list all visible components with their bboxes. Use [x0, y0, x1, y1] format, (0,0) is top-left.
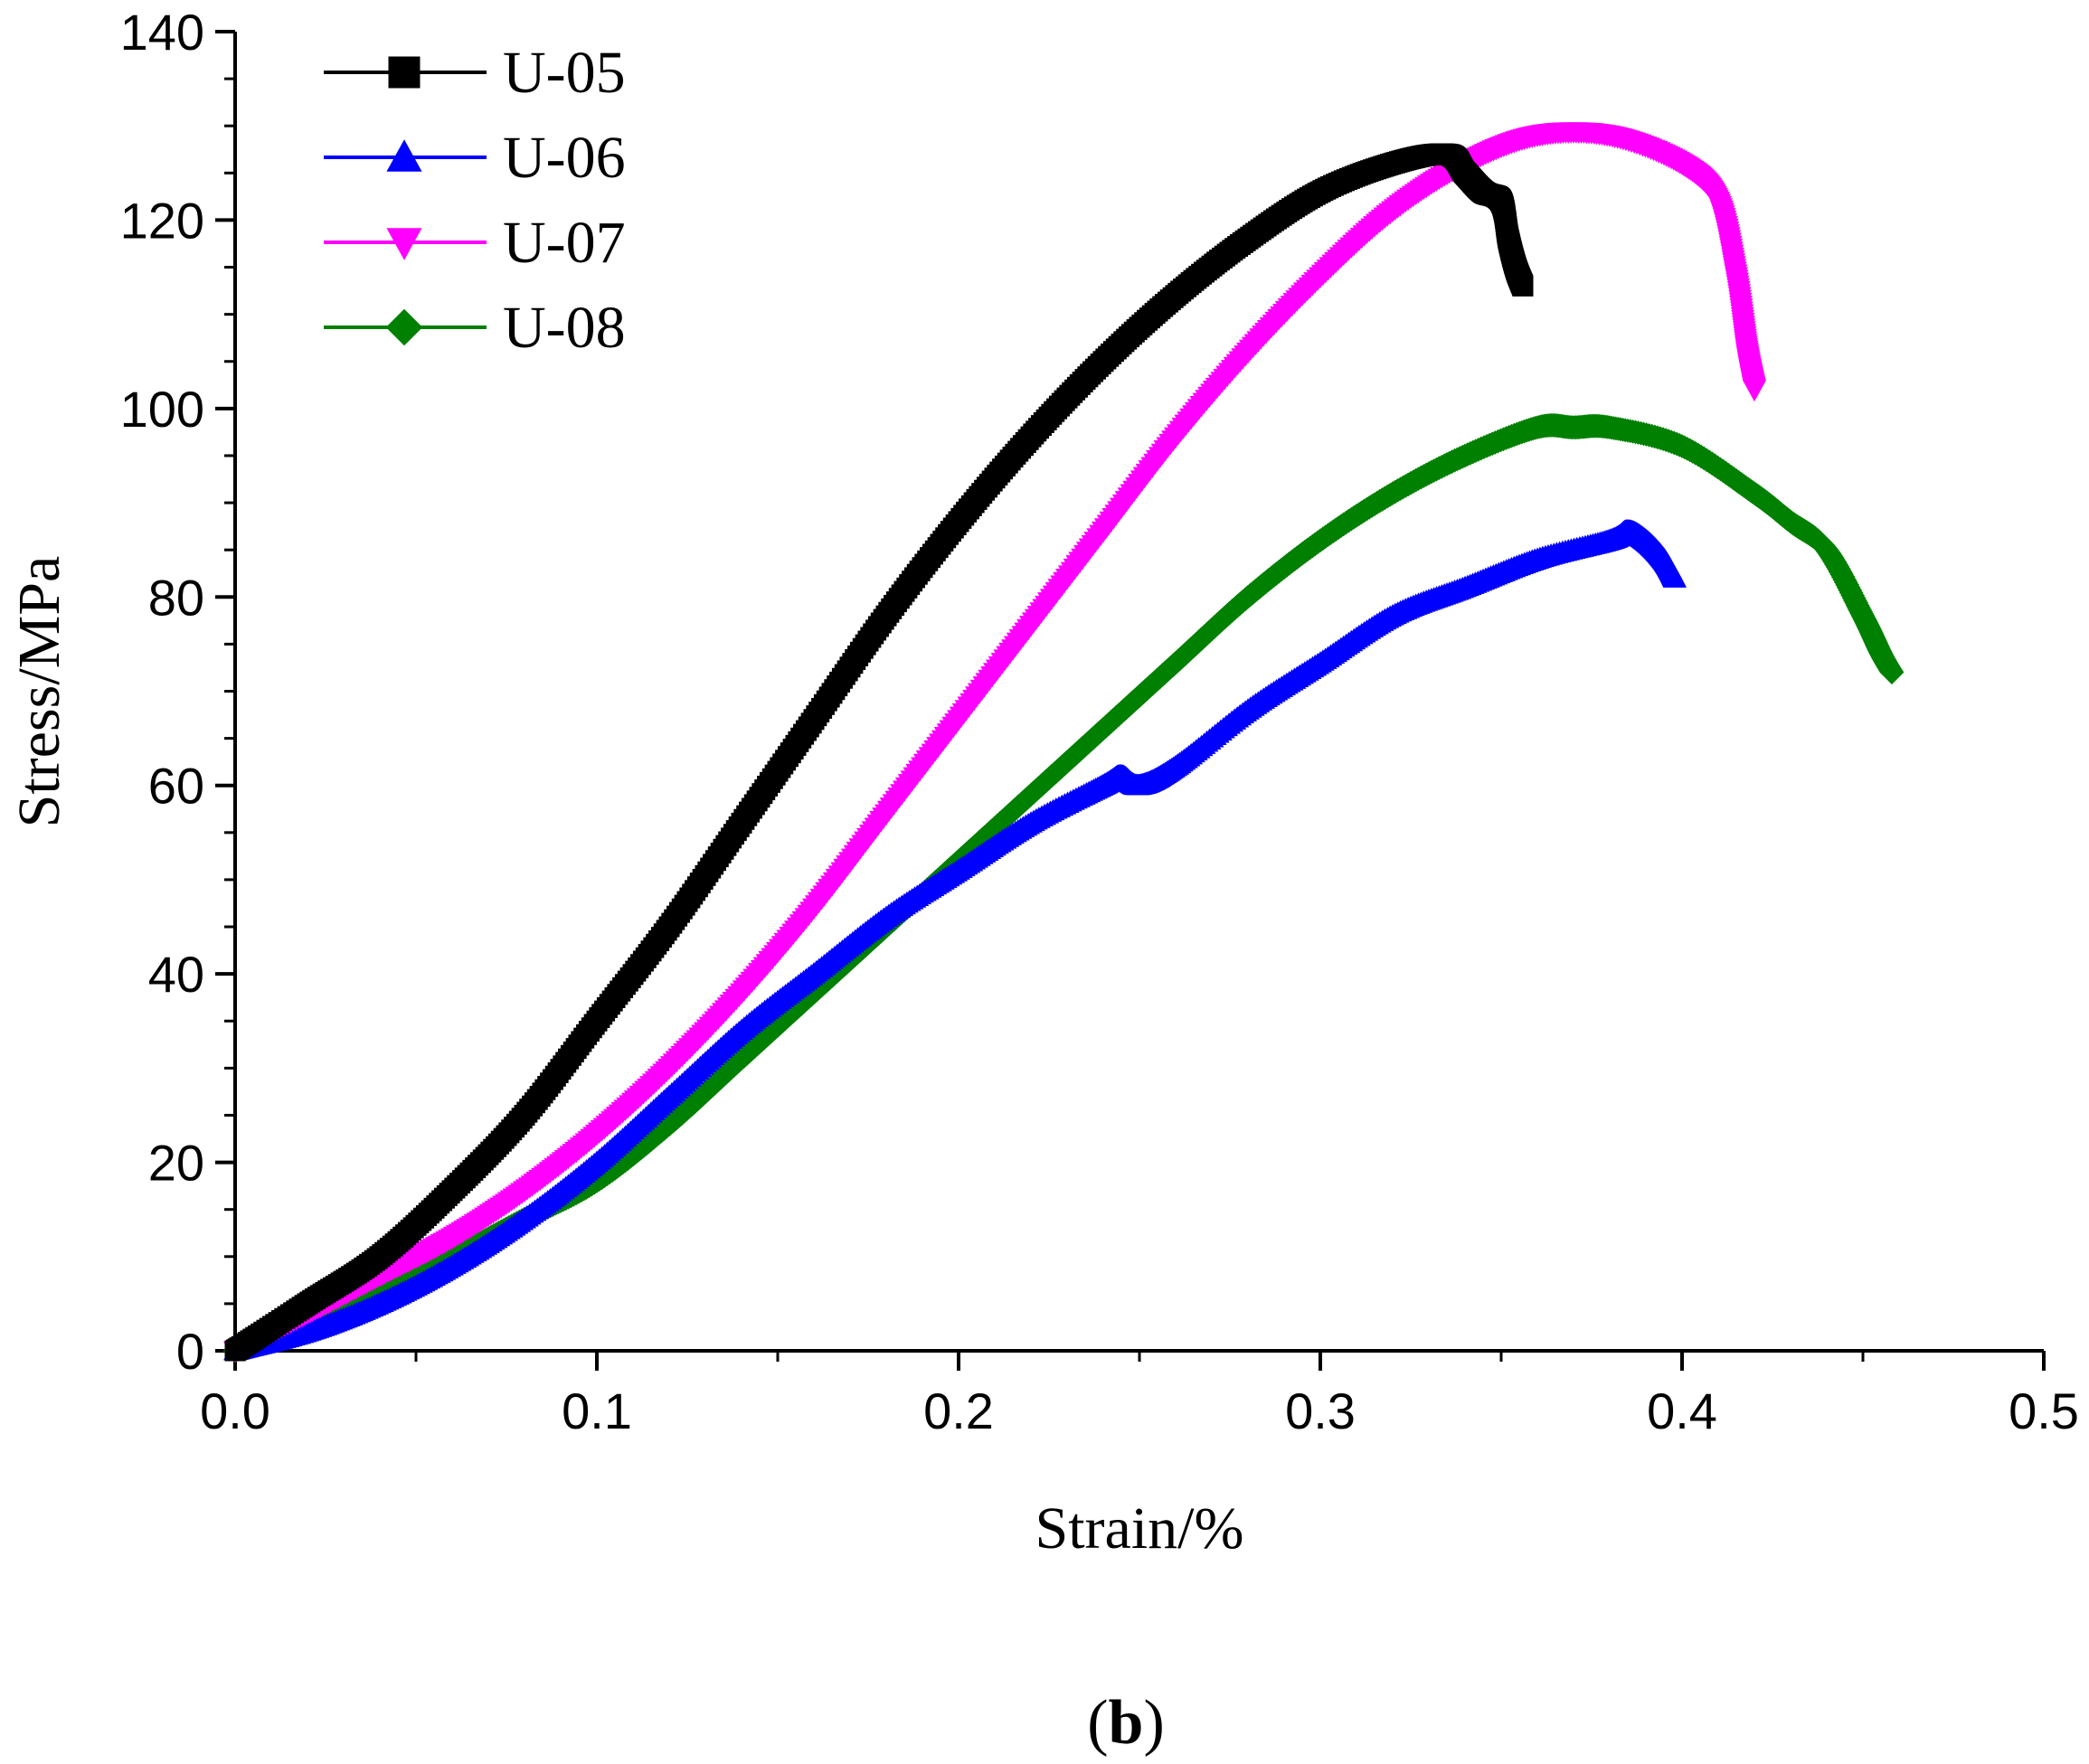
legend-entry-u-08: U-08	[324, 295, 626, 361]
y-axis-title: Stress/MPa	[6, 556, 72, 828]
panel-label-close: )	[1143, 1688, 1164, 1758]
legend-entry-u-06: U-06	[324, 125, 626, 191]
series-u-05	[224, 143, 1534, 1362]
x-tick-label: 0.4	[1647, 1382, 1717, 1439]
x-axis-title: Strain/%	[1035, 1495, 1244, 1561]
series-line	[233, 152, 1525, 1353]
y-tick-label: 40	[148, 946, 204, 1003]
x-tick-label: 0.3	[1285, 1382, 1356, 1439]
y-tick-label: 0	[176, 1323, 204, 1380]
x-tick-label: 0.5	[2009, 1382, 2079, 1439]
x-tick-label: 0.0	[200, 1382, 270, 1439]
legend-marker	[385, 308, 423, 346]
x-tick-label: 0.1	[562, 1382, 632, 1439]
panel-label-open: (	[1087, 1688, 1108, 1758]
data-point	[1743, 380, 1766, 402]
ticks: 0.0 0.1 0.2 0.3 0.4 0.5 0 20 40 60 80 100 120 140	[120, 4, 2079, 1439]
legend-entry-u-07: U-07	[324, 210, 626, 276]
series-layer	[222, 122, 1905, 1363]
y-tick-label: 20	[148, 1135, 204, 1192]
legend-label: U-07	[503, 210, 626, 276]
legend-marker	[388, 56, 421, 89]
y-tick-label: 60	[148, 758, 204, 815]
y-tick-label: 80	[148, 569, 204, 626]
legend-marker	[386, 139, 422, 172]
data-point	[1663, 566, 1687, 588]
legend-label: U-06	[503, 125, 626, 191]
legend: U-05 U-06 U-07 U-08	[324, 40, 626, 361]
legend-entry-u-05: U-05	[324, 40, 626, 106]
y-tick-label: 100	[120, 381, 204, 438]
y-tick-label: 140	[120, 4, 204, 61]
panel-label-letter: b	[1109, 1688, 1144, 1758]
x-tick-label: 0.2	[923, 1382, 994, 1439]
legend-label: U-08	[503, 295, 626, 361]
panel-label: (b)	[1087, 1688, 1165, 1758]
data-point	[1879, 660, 1905, 685]
legend-label: U-05	[503, 40, 626, 106]
legend-marker	[386, 228, 422, 260]
series-u-06	[223, 519, 1687, 1361]
y-tick-label: 120	[120, 192, 204, 249]
data-point	[1512, 275, 1534, 297]
